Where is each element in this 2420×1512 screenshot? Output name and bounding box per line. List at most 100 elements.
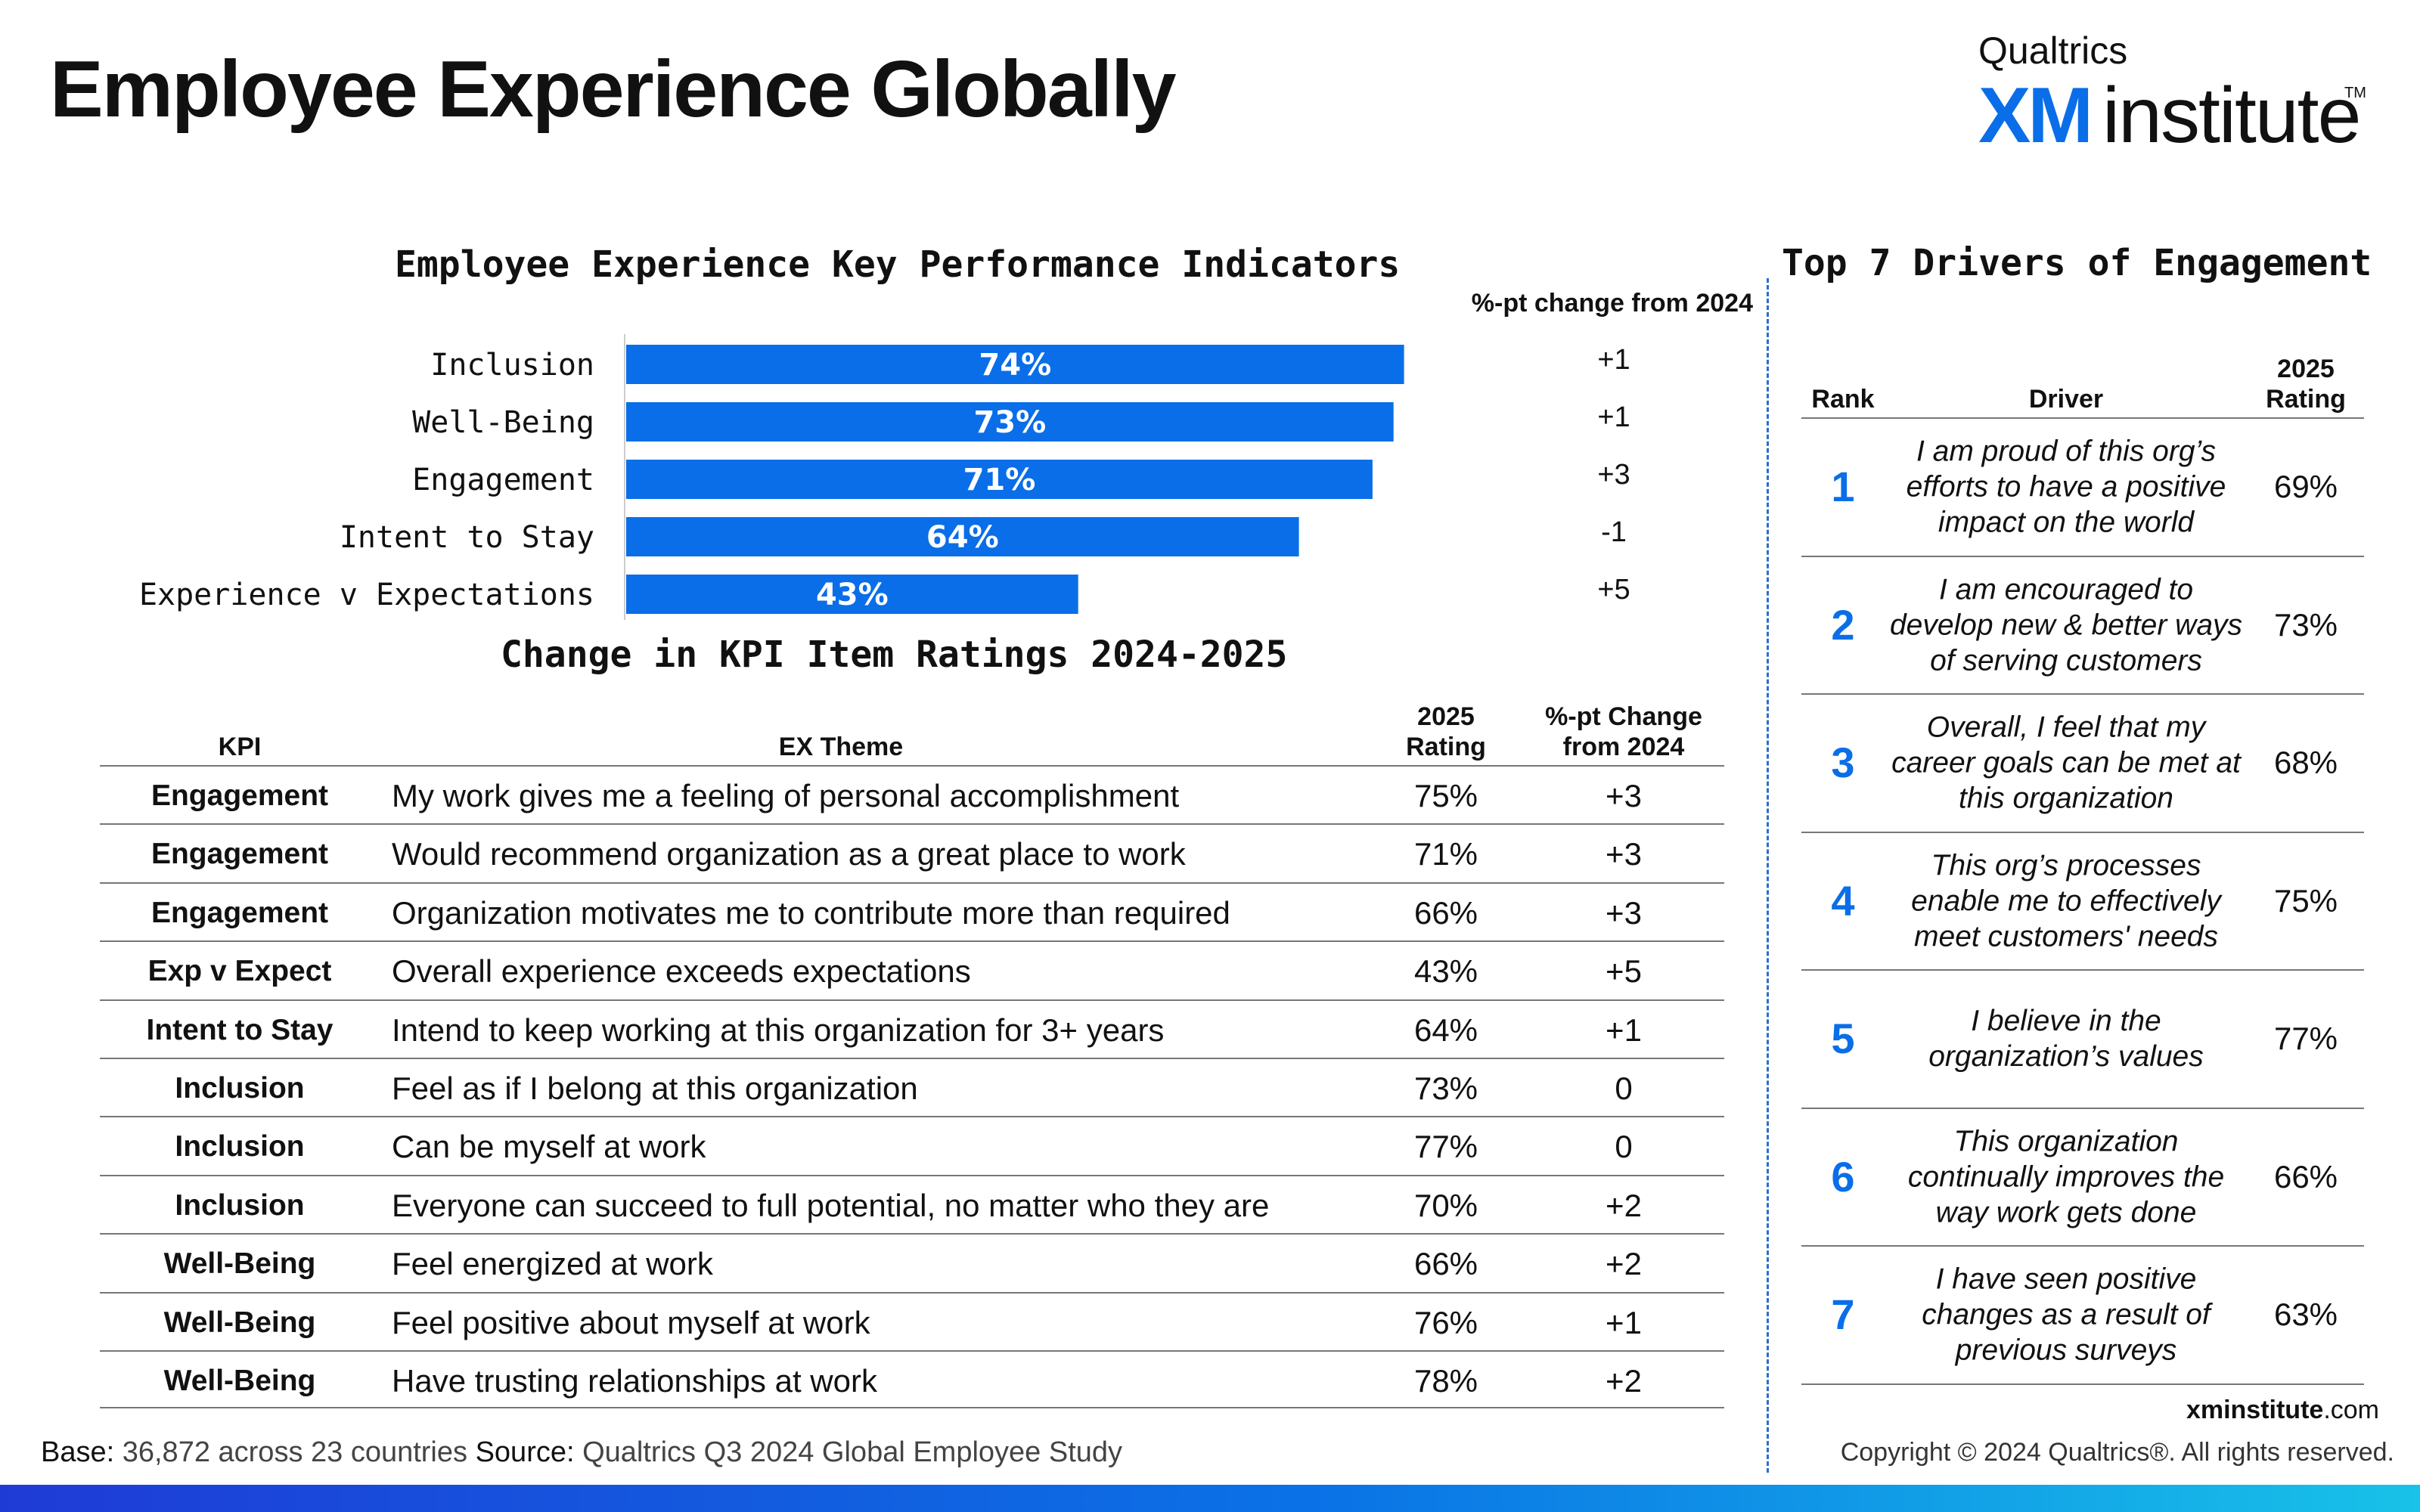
ex-theme-column-header: EX Theme bbox=[778, 733, 904, 761]
driver-row: 3 Overall, I feel that my career goals ca… bbox=[1801, 695, 2364, 833]
driver-row: 5 I believe in the organization’s values 7… bbox=[1801, 971, 2364, 1109]
change-column-header: %-pt Change from 2024 bbox=[1545, 702, 1702, 761]
logo-institute: institute bbox=[2102, 72, 2361, 160]
kpi-cell: Inclusion bbox=[175, 1188, 305, 1222]
kpi-cell: Engagement bbox=[150, 838, 329, 871]
footer-website[interactable]: xminstitute.com bbox=[2186, 1396, 2379, 1425]
change-cell: 0 bbox=[1615, 1129, 1633, 1165]
kpi-cell: Engagement bbox=[150, 896, 329, 929]
base-label: Base: bbox=[41, 1436, 115, 1468]
theme-cell: Intend to keep working at this organizat… bbox=[392, 1012, 1165, 1048]
rating-column-header: 2025 Rating bbox=[1406, 702, 1486, 761]
kpi-cell: Well-Being bbox=[163, 1247, 316, 1281]
table-row: Well-Being Feel energized at work 66% +2 bbox=[100, 1233, 1724, 1291]
kpi-bar-value-label: 73% bbox=[973, 405, 1046, 440]
rating-cell: 43% bbox=[1413, 953, 1478, 990]
kpi-bar bbox=[626, 517, 1299, 556]
section-divider bbox=[1767, 278, 1769, 1473]
change-cell: +2 bbox=[1606, 1246, 1642, 1282]
kpi-chart-title: Employee Experience Key Performance Indi… bbox=[395, 243, 1401, 286]
kpi-category-label: Inclusion bbox=[430, 348, 594, 383]
driver-text: I have seen positive changes as a result… bbox=[1922, 1263, 2211, 1367]
driver-rating: 63% bbox=[2273, 1297, 2338, 1332]
rating-cell: 76% bbox=[1413, 1304, 1478, 1340]
kpi-change-label: +3 bbox=[1597, 459, 1630, 491]
logo-trademark: TM bbox=[2344, 85, 2366, 101]
kpi-bar bbox=[626, 575, 1078, 614]
driver-text: I am proud of this org’s efforts to have… bbox=[1906, 435, 2226, 539]
table-row: Exp v Expect Overall experience exceeds e… bbox=[100, 940, 1724, 999]
kpi-change-label: +1 bbox=[1597, 401, 1630, 433]
driver-rating: 75% bbox=[2273, 882, 2338, 919]
source-value: Qualtrics Q3 2024 Global Employee Study bbox=[582, 1436, 1123, 1468]
theme-cell: Have trusting relationships at work bbox=[392, 1362, 877, 1399]
driver-rating: 66% bbox=[2273, 1158, 2338, 1194]
kpi-cell: Well-Being bbox=[163, 1306, 316, 1339]
drivers-title: Top 7 Drivers of Engagement bbox=[1782, 242, 2372, 284]
driver-text: This org’s processes enable me to effect… bbox=[1911, 849, 2221, 953]
footer-copyright: Copyright © 2024 Qualtrics®. All rights … bbox=[1840, 1438, 2394, 1467]
change-cell: +3 bbox=[1606, 778, 1642, 813]
kpi-bar-chart: Inclusion 74% +1 Well-Being 73% +1 Engagement 7… bbox=[139, 334, 1630, 620]
rating-cell: 78% bbox=[1413, 1362, 1478, 1399]
driver-rank: 3 bbox=[1831, 739, 1855, 786]
rating-cell: 75% bbox=[1413, 778, 1478, 813]
kpi-category-label: Engagement bbox=[412, 463, 594, 497]
theme-cell: Can be myself at work bbox=[392, 1129, 706, 1165]
table-row: Intent to Stay Intend to keep working at … bbox=[100, 999, 1724, 1058]
change-cell: +1 bbox=[1606, 1304, 1642, 1340]
table-row: Inclusion Everyone can succeed to full po… bbox=[100, 1174, 1724, 1233]
rating-cell: 70% bbox=[1413, 1187, 1478, 1223]
kpi-bar-value-label: 43% bbox=[816, 578, 889, 612]
driver-rating: 77% bbox=[2273, 1021, 2338, 1056]
rating-cell: 66% bbox=[1413, 894, 1478, 931]
driver-rank: 6 bbox=[1831, 1152, 1855, 1201]
kpi-bar bbox=[626, 345, 1404, 384]
kpi-cell: Inclusion bbox=[175, 1071, 305, 1105]
rating-cell: 71% bbox=[1413, 836, 1478, 872]
driver-rating: 73% bbox=[2273, 606, 2338, 643]
driver-rank: 2 bbox=[1831, 600, 1855, 649]
kpi-bar-value-label: 64% bbox=[926, 520, 999, 555]
drivers-table-body: 1 I am proud of this org’s efforts to hav… bbox=[1801, 419, 2364, 1385]
kpi-table-body: Engagement My work gives me a feeling of … bbox=[100, 765, 1724, 1409]
driver-rank: 7 bbox=[1831, 1290, 1855, 1338]
kpi-change-label: -1 bbox=[1601, 516, 1627, 548]
driver-row: 2 I am encouraged to develop new & better… bbox=[1801, 557, 2364, 695]
kpi-category-label: Experience v Expectations bbox=[139, 578, 594, 612]
kpi-cell: Engagement bbox=[150, 779, 329, 812]
driver-row: 7 I have seen positive changes as a resul… bbox=[1801, 1247, 2364, 1385]
kpi-item-ratings-table: KPI EX Theme 2025 Rating %-pt Change fro… bbox=[100, 696, 1724, 1409]
theme-cell: Feel as if I belong at this organization bbox=[392, 1070, 918, 1106]
site-domain: .com bbox=[2323, 1396, 2379, 1424]
kpi-category-label: Intent to Stay bbox=[340, 520, 594, 555]
drivers-table-header: Rank Driver 2025 Rating bbox=[1801, 354, 2364, 419]
footer-base-source: Base: 36,872 across 23 countries Source:… bbox=[41, 1436, 1122, 1469]
rating-cell: 66% bbox=[1413, 1246, 1478, 1282]
kpi-cell: Intent to Stay bbox=[146, 1013, 334, 1046]
driver-rank: 1 bbox=[1831, 463, 1855, 510]
kpi-category-label: Well-Being bbox=[412, 405, 594, 440]
driver-text: I am encouraged to develop new & better … bbox=[1889, 573, 2243, 677]
change-cell: +2 bbox=[1606, 1362, 1642, 1399]
theme-cell: Would recommend organization as a great … bbox=[392, 836, 1186, 872]
logo-xm: XM bbox=[1978, 72, 2093, 160]
change-cell: +3 bbox=[1606, 894, 1642, 931]
driver-rating: 69% bbox=[2273, 469, 2338, 504]
theme-cell: Feel positive about myself at work bbox=[392, 1304, 870, 1340]
kpi-table-title: Change in KPI Item Ratings 2024-2025 bbox=[501, 634, 1288, 676]
driver-text: This organization continually improves t… bbox=[1907, 1125, 2225, 1229]
qualtrics-xm-institute-logo: Qualtrics XM institute TM bbox=[1978, 29, 2372, 160]
driver-text: I believe in the organization’s values bbox=[1928, 1005, 2204, 1074]
kpi-change-label: +5 bbox=[1597, 574, 1630, 606]
source-label: Source: bbox=[475, 1436, 575, 1468]
table-row: Well-Being Have trusting relationships at… bbox=[100, 1349, 1724, 1409]
page-title: Employee Experience Globally bbox=[50, 45, 1177, 134]
driver-row: 4 This org’s processes enable me to effec… bbox=[1801, 833, 2364, 971]
base-value: 36,872 across 23 countries bbox=[122, 1436, 468, 1468]
kpi-column-header: KPI bbox=[218, 733, 262, 761]
rank-column-header: Rank bbox=[1811, 385, 1875, 414]
driver-row: 1 I am proud of this org’s efforts to hav… bbox=[1801, 419, 2364, 557]
theme-cell: My work gives me a feeling of personal a… bbox=[392, 778, 1180, 813]
driver-row: 6 This organization continually improves … bbox=[1801, 1109, 2364, 1247]
